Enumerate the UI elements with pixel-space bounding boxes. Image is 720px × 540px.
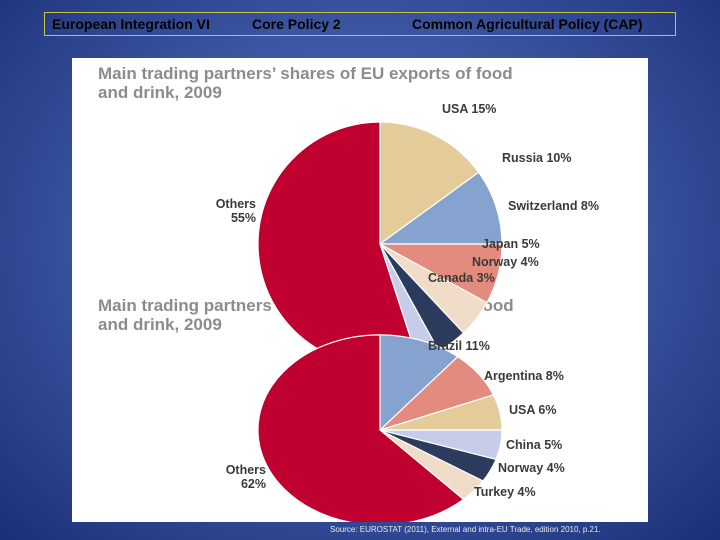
exports-chart-title: Main trading partners’ shares of EU expo… <box>98 64 618 102</box>
chart-panel: Main trading partners’ shares of EU expo… <box>72 58 648 522</box>
exports-label-others: Others 55% <box>216 197 256 225</box>
imports-slice-others <box>257 334 465 522</box>
exports-label-canada: Canada 3% <box>428 271 495 285</box>
imports-label-argentina: Argentina 8% <box>484 369 564 383</box>
exports-slice-usa <box>379 121 480 246</box>
imports-title-line-2: and drink, 2009 <box>98 315 222 334</box>
exports-label-usa: USA 15% <box>442 102 496 116</box>
source-note: Source: EUROSTAT (2011), External and in… <box>330 525 601 534</box>
pie-charts: USA 15% Russia 10% Switzerland 8% Japan 5% N… <box>216 102 599 522</box>
exports-slice-russia <box>378 171 503 245</box>
exports-label-japan: Japan 5% <box>482 237 540 251</box>
imports-label-others: Others 62% <box>226 463 266 491</box>
header-bar: European Integration VI Core Policy 2 Co… <box>44 12 676 36</box>
exports-title-line-1: Main trading partners’ shares of EU expo… <box>98 64 513 83</box>
imports-label-turkey: Turkey 4% <box>474 485 536 499</box>
header-topic-title: Common Agricultural Policy (CAP) <box>412 16 643 32</box>
imports-label-china: China 5% <box>506 438 562 452</box>
header-course-title: European Integration VI <box>52 16 210 32</box>
exports-label-switzerland: Switzerland 8% <box>508 199 599 213</box>
header-section-title: Core Policy 2 <box>252 16 341 32</box>
imports-slice-brazil <box>379 334 459 432</box>
exports-title-line-2: and drink, 2009 <box>98 83 222 102</box>
imports-label-usa: USA 6% <box>509 403 556 417</box>
imports-label-brazil: Brazil 11% <box>428 339 490 353</box>
imports-label-norway: Norway 4% <box>498 461 565 475</box>
exports-label-norway: Norway 4% <box>472 255 539 269</box>
exports-label-russia: Russia 10% <box>502 151 571 165</box>
